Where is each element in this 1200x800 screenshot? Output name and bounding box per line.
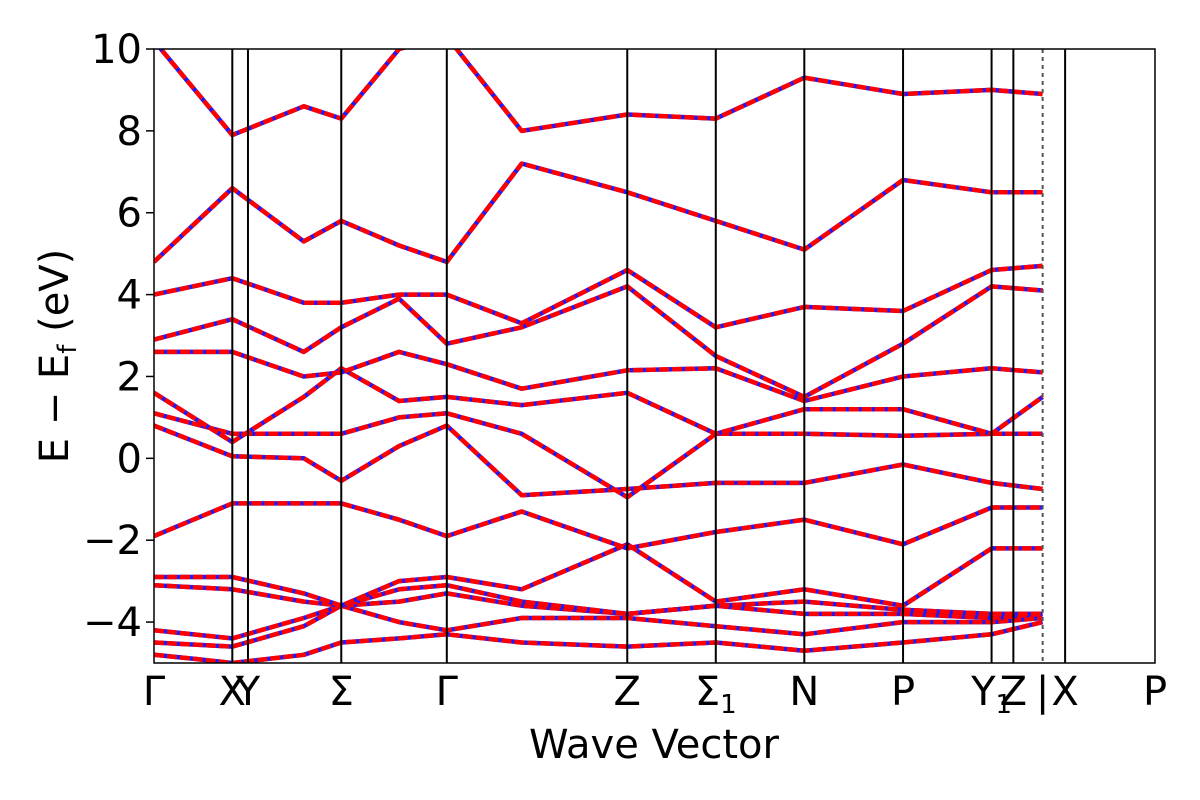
- x-tick-label: Z: [1000, 669, 1027, 715]
- y-tick-label: 8: [117, 109, 142, 155]
- x-tick-label: P: [1143, 669, 1167, 715]
- x-axis: Γ XY Σ Γ Z Σ1 N P Y1Z | X P: [143, 669, 1167, 720]
- y-tick-label: 10: [91, 27, 142, 73]
- x-tick-label: Z: [614, 669, 641, 715]
- band-line-red: [157, 49, 1043, 138]
- x-tick-label: N: [789, 669, 819, 715]
- y-tick-label: 4: [117, 273, 142, 319]
- x-tick-label: Y: [235, 669, 261, 715]
- band-line-red: [154, 619, 1044, 663]
- x-axis-label: Wave Vector: [529, 722, 780, 768]
- y-axis-label-main: E − E: [32, 354, 78, 464]
- x-tick-label: X: [1051, 669, 1078, 715]
- band-line-red: [154, 284, 1043, 400]
- y-tick-label: 0: [117, 436, 142, 482]
- y-tick-label: 6: [117, 191, 142, 237]
- x-tick-label: Γ: [143, 669, 166, 715]
- y-tick-label: −2: [83, 518, 142, 564]
- band-line-red: [154, 501, 1043, 551]
- band-line-red: [154, 423, 1043, 498]
- x-tick-label: Γ: [436, 669, 459, 715]
- x-tick-label: |: [1036, 669, 1049, 715]
- y-tick-label: −4: [83, 600, 142, 646]
- high-symmetry-lines: [231, 49, 1067, 663]
- band-lines: [154, 49, 1044, 663]
- x-tick-label: Σ: [329, 669, 354, 715]
- band-line-blue: [154, 161, 1043, 265]
- y-axis-label-unit: (eV): [32, 249, 78, 332]
- x-tick-label: X: [219, 669, 246, 715]
- band-line-red: [154, 366, 1044, 445]
- band-line-red: [154, 161, 1043, 265]
- band-line-blue: [154, 411, 1043, 500]
- band-line-red: [154, 263, 1043, 330]
- x-tick-label: P: [891, 669, 915, 715]
- x-tick-label: Σ1: [695, 669, 737, 720]
- y-axis-label: E − Ef (eV): [32, 249, 83, 464]
- band-line-red: [154, 411, 1043, 500]
- plot-frame: [153, 48, 1156, 664]
- y-axis-label-sub: f: [53, 344, 83, 354]
- y-tick-label: 2: [117, 354, 142, 400]
- y-axis: −4 −2 0 2 4 6 8 10: [83, 27, 154, 646]
